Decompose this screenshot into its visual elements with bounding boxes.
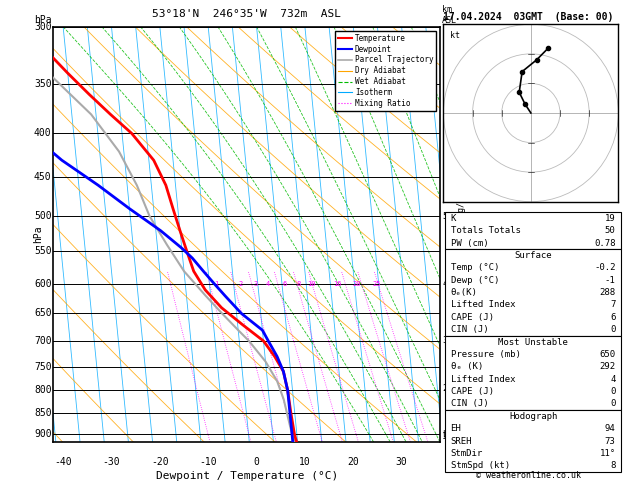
Text: Surface: Surface [515,251,552,260]
Bar [445,249,621,336]
Text: 50: 50 [605,226,616,235]
Text: 650: 650 [599,350,616,359]
Text: 8: 8 [297,281,301,287]
Text: -20: -20 [151,457,169,467]
Text: 2: 2 [442,383,448,393]
Text: © weatheronline.co.uk: © weatheronline.co.uk [476,471,581,480]
Text: Hodograph: Hodograph [509,412,557,421]
Text: CIN (J): CIN (J) [450,399,488,408]
Text: 0: 0 [610,399,616,408]
Text: StmSpd (kt): StmSpd (kt) [450,461,509,470]
Text: CAPE (J): CAPE (J) [450,387,494,396]
Text: θₑ (K): θₑ (K) [450,363,483,371]
Text: Dewp (°C): Dewp (°C) [450,276,499,285]
Text: 16: 16 [333,281,342,287]
Text: CIN (J): CIN (J) [450,325,488,334]
Text: 2: 2 [239,281,243,287]
Text: 11°: 11° [599,449,616,458]
Legend: Temperature, Dewpoint, Parcel Trajectory, Dry Adiabat, Wet Adiabat, Isotherm, Mi: Temperature, Dewpoint, Parcel Trajectory… [335,31,437,111]
Text: 800: 800 [34,385,52,396]
Text: 17.04.2024  03GMT  (Base: 00): 17.04.2024 03GMT (Base: 00) [443,12,613,22]
Text: 0.78: 0.78 [594,239,616,247]
Text: 10: 10 [307,281,315,287]
Text: 6: 6 [610,313,616,322]
Text: 20: 20 [347,457,359,467]
Text: 550: 550 [34,246,52,257]
Text: 350: 350 [34,79,52,89]
Text: 94: 94 [605,424,616,433]
Text: 0: 0 [610,387,616,396]
Text: 0: 0 [610,325,616,334]
Text: 4: 4 [610,375,616,384]
Text: θₑ(K): θₑ(K) [450,288,477,297]
Text: -40: -40 [54,457,72,467]
Text: 6: 6 [282,281,287,287]
Text: 700: 700 [34,336,52,346]
Text: 10: 10 [299,457,311,467]
Text: kt: kt [450,32,460,40]
Bar [445,410,621,472]
Bar [445,336,621,410]
Text: EH: EH [450,424,461,433]
Text: PW (cm): PW (cm) [450,239,488,247]
Text: 288: 288 [599,288,616,297]
Text: 1: 1 [214,281,219,287]
Text: 900: 900 [34,429,52,439]
Text: 5: 5 [442,211,448,221]
Text: 20: 20 [353,281,361,287]
Text: 600: 600 [34,279,52,289]
Text: Temp (°C): Temp (°C) [450,263,499,272]
Text: 0: 0 [253,457,260,467]
Text: 7: 7 [442,28,448,37]
Text: 19: 19 [605,214,616,223]
Text: 650: 650 [34,309,52,318]
Text: Lifted Index: Lifted Index [450,375,515,384]
Text: 30: 30 [396,457,408,467]
Text: 450: 450 [34,172,52,182]
Text: 750: 750 [34,362,52,371]
Text: 300: 300 [34,22,52,32]
Text: 1: 1 [442,432,448,441]
Text: 8: 8 [610,461,616,470]
Text: CAPE (J): CAPE (J) [450,313,494,322]
Text: 4: 4 [265,281,270,287]
Text: hPa: hPa [34,15,52,25]
Text: 292: 292 [599,363,616,371]
Text: 3: 3 [442,336,448,346]
Text: 3: 3 [253,281,257,287]
Text: -0.2: -0.2 [594,263,616,272]
Text: -30: -30 [103,457,120,467]
Text: Most Unstable: Most Unstable [498,338,568,347]
Text: K: K [450,214,456,223]
Text: 4: 4 [442,279,448,288]
Text: Totals Totals: Totals Totals [450,226,520,235]
Text: SREH: SREH [450,436,472,446]
Text: Lifted Index: Lifted Index [450,300,515,310]
Text: hPa: hPa [33,226,43,243]
Text: StmDir: StmDir [450,449,483,458]
Text: 850: 850 [34,408,52,418]
Text: 53°18'N  246°35'W  732m  ASL: 53°18'N 246°35'W 732m ASL [152,9,342,19]
Text: -1: -1 [605,276,616,285]
Text: 7: 7 [610,300,616,310]
Text: 400: 400 [34,128,52,139]
Text: Mixing Ratio (g/kg): Mixing Ratio (g/kg) [457,187,466,282]
Text: km
ASL: km ASL [442,5,457,25]
Text: Pressure (mb): Pressure (mb) [450,350,520,359]
Text: 73: 73 [605,436,616,446]
Text: Dewpoint / Temperature (°C): Dewpoint / Temperature (°C) [156,471,338,481]
Text: -10: -10 [199,457,217,467]
Bar [445,212,621,249]
Text: LCL: LCL [442,431,457,439]
Text: 25: 25 [372,281,381,287]
Text: 6: 6 [442,129,448,138]
Text: 500: 500 [34,211,52,221]
